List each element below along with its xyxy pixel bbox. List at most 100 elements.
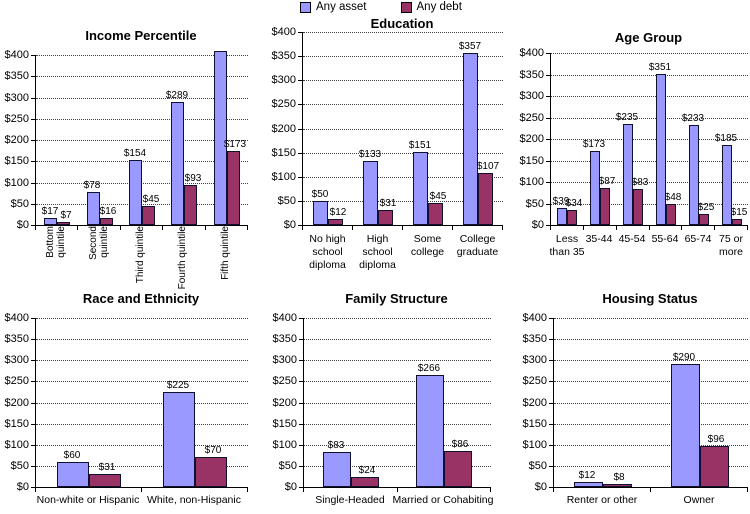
category-label: 75 or more xyxy=(719,233,743,259)
y-axis-tick xyxy=(299,487,303,488)
y-axis-label: $300 xyxy=(519,90,544,102)
y-axis-tick xyxy=(31,445,35,446)
y-axis-tick xyxy=(299,466,303,467)
category-label: Third quintile xyxy=(135,226,147,284)
x-axis-tick xyxy=(162,226,163,230)
y-axis-label: $200 xyxy=(522,396,547,409)
y-axis-tick xyxy=(299,360,303,361)
bar-any-debt xyxy=(378,210,393,225)
y-axis-tick xyxy=(546,75,550,76)
plot-area: $83 $24 $266 $86 xyxy=(303,318,491,488)
gridline xyxy=(36,381,248,382)
y-axis-tick xyxy=(31,140,35,141)
bar-value-label: $86 xyxy=(451,439,469,450)
y-axis-label: $300 xyxy=(4,354,29,367)
bar-value-label: $233 xyxy=(681,113,705,124)
y-axis-label: $200 xyxy=(519,133,544,145)
x-axis-tick xyxy=(141,488,142,492)
gridline xyxy=(304,360,491,361)
gridline xyxy=(554,403,748,404)
bar-value-label: $290 xyxy=(672,352,696,363)
y-axis-label: $100 xyxy=(4,438,29,451)
y-axis-tick xyxy=(31,119,35,120)
bar-any-asset xyxy=(689,125,699,225)
y-axis-label: $250 xyxy=(522,375,547,388)
category-label: 35-44 xyxy=(585,233,613,245)
gridline xyxy=(303,104,503,105)
bar-any-debt xyxy=(89,474,121,487)
y-axis-tick xyxy=(546,182,550,183)
legend-label-any-asset: Any asset xyxy=(316,1,367,13)
gridline xyxy=(36,360,248,361)
category-label: 55-64 xyxy=(651,233,679,245)
y-axis-label: $350 xyxy=(271,50,296,63)
gridline xyxy=(303,129,503,130)
bar-value-label: $45 xyxy=(142,194,160,205)
bar-any-asset xyxy=(57,462,89,487)
y-axis-tick xyxy=(31,204,35,205)
category-label: High school diploma xyxy=(359,233,396,272)
y-axis-label: $150 xyxy=(519,154,544,167)
y-axis-tick xyxy=(549,466,553,467)
y-axis-label: $250 xyxy=(519,111,544,124)
category-label: Second quintile xyxy=(87,226,110,260)
category-label: Non-white or Hispanic xyxy=(36,494,140,506)
bar-any-debt xyxy=(600,188,610,225)
bar-value-label: $7 xyxy=(60,210,72,221)
x-axis-tick xyxy=(681,226,682,230)
gridline xyxy=(554,318,748,319)
y-axis-tick xyxy=(31,76,35,77)
category-label: Some college xyxy=(410,233,445,259)
bar-any-asset xyxy=(722,145,732,225)
bar-any-asset xyxy=(623,124,633,225)
gridline xyxy=(36,466,248,467)
bar-value-label: $50 xyxy=(311,189,329,200)
x-axis-tick xyxy=(247,226,248,230)
y-axis-label: $50 xyxy=(10,197,29,210)
bar-value-label: $39 xyxy=(552,196,570,207)
gridline xyxy=(304,445,491,446)
bar-any-asset xyxy=(313,201,328,225)
gridline xyxy=(304,424,491,425)
y-axis-label: $150 xyxy=(522,417,547,430)
bar-value-label: $185 xyxy=(714,133,738,144)
bar-value-label: $16 xyxy=(99,206,117,217)
bar-any-asset xyxy=(214,51,227,225)
y-axis-label: $0 xyxy=(534,481,547,493)
y-axis-label: $350 xyxy=(519,68,544,81)
gridline xyxy=(36,161,248,162)
x-axis-tick xyxy=(714,226,715,230)
y-axis-label: $100 xyxy=(272,438,297,451)
bar-any-debt xyxy=(142,206,155,225)
bar-value-label: $266 xyxy=(417,363,441,374)
gridline xyxy=(551,75,748,76)
y-axis-label: $150 xyxy=(271,146,296,159)
chart-title: Family Structure xyxy=(345,291,448,306)
gridline xyxy=(551,182,748,183)
y-axis-label: $50 xyxy=(277,194,296,207)
bar-value-label: $12 xyxy=(578,470,596,481)
bar-value-label: $173 xyxy=(582,139,606,150)
bar-value-label: $235 xyxy=(615,112,639,123)
gridline xyxy=(303,153,503,154)
y-axis-label: $200 xyxy=(4,134,29,146)
y-axis-tick xyxy=(298,80,302,81)
bar-any-asset xyxy=(574,482,603,487)
category-label: 45-54 xyxy=(618,233,646,245)
category-label: Fourth quintile xyxy=(177,226,189,290)
bar-value-label: $83 xyxy=(327,440,345,451)
y-axis-label: $200 xyxy=(272,396,297,409)
y-axis-tick xyxy=(298,129,302,130)
y-axis-label: $350 xyxy=(4,333,29,346)
y-axis-tick xyxy=(546,225,550,226)
plot-area: $39 $34 $173 $87 $235 $83 $351 $48 $233 $25 $185 $1… xyxy=(550,53,748,226)
plot-area: $60 $31 $225 $70 xyxy=(35,318,248,488)
y-axis-tick xyxy=(299,318,303,319)
gridline xyxy=(36,318,248,319)
x-axis-tick xyxy=(352,226,353,230)
bar-any-debt xyxy=(700,446,729,487)
y-axis-label: $150 xyxy=(272,417,297,430)
category-label: Bottom quintile xyxy=(44,226,67,258)
x-axis-tick xyxy=(397,488,398,492)
